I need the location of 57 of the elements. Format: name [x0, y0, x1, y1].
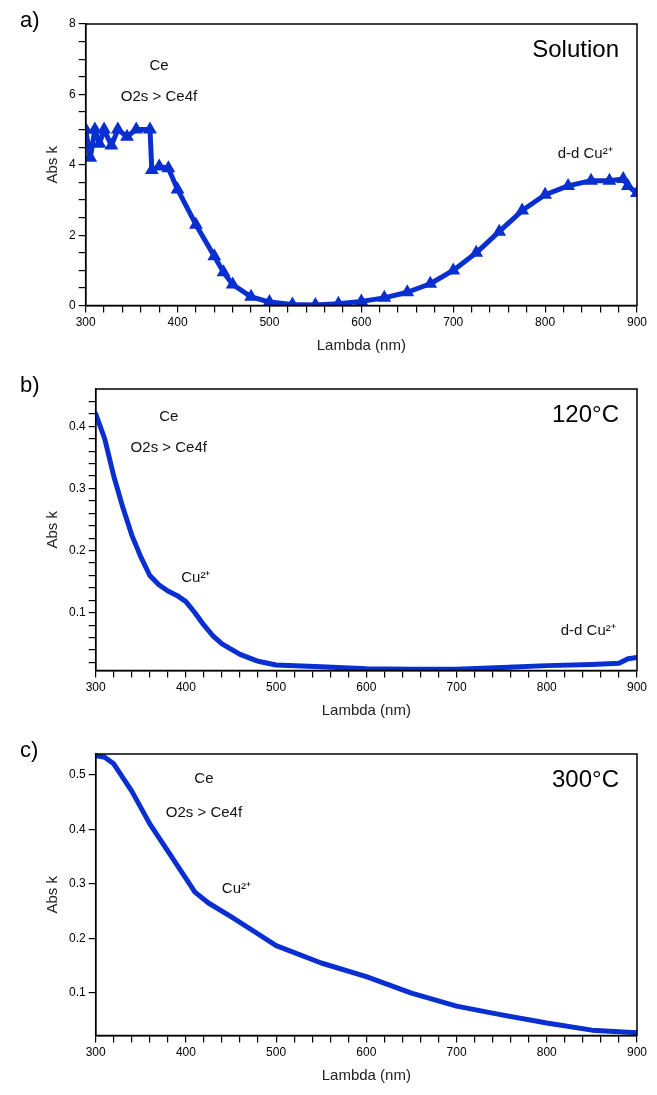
annotation: Ce [194, 769, 214, 787]
annotation: O2s > Ce4f [130, 438, 208, 456]
text: Solution [532, 34, 619, 62]
x-axis-title: Lambda (nm) [321, 1066, 411, 1084]
x-tick-label: 500 [266, 1045, 287, 1060]
x-tick-label: 400 [175, 680, 197, 695]
x-tick-label: 300 [75, 315, 97, 330]
annotation: O2s > Ce4f [120, 87, 198, 105]
y-tick-label: 0.4 [68, 821, 86, 836]
chart-subtitle: 120°C [552, 399, 619, 427]
x-axis-title: Lambda (nm) [321, 701, 411, 719]
chart-title: b) [20, 372, 40, 398]
x-axis-title: Lambda (nm) [316, 336, 406, 354]
y-tick-label: 4 [68, 157, 76, 172]
y-tick-label: 0.3 [68, 480, 86, 495]
text: 300°C [552, 764, 619, 792]
x-tick-label: 700 [443, 315, 464, 330]
annotation: d-d Cu²⁺ [560, 621, 616, 639]
chart-title: c) [20, 737, 39, 763]
x-tick-label: 800 [535, 315, 556, 330]
y-tick-label: 0.2 [68, 930, 86, 945]
annotation: Ce [159, 407, 179, 425]
y-tick-label: 8 [68, 16, 76, 31]
annotation: O2s > Ce4f [165, 803, 243, 821]
x-tick-label: 600 [351, 315, 372, 330]
x-tick-label: 900 [626, 1045, 648, 1060]
x-tick-label: 800 [536, 680, 558, 695]
chart-title: a) [20, 7, 40, 33]
y-tick-label: 6 [68, 86, 76, 101]
annotation: Cu²⁺ [221, 879, 252, 897]
y-tick-label: 0.3 [68, 876, 86, 891]
x-tick-label: 400 [167, 315, 188, 330]
x-tick-label: 700 [446, 1045, 467, 1060]
x-tick-label: 700 [446, 680, 467, 695]
annotation: d-d Cu²⁺ [557, 143, 613, 161]
y-tick-label: 0 [68, 297, 76, 312]
x-tick-label: 300 [85, 680, 107, 695]
y-axis-title: Abs k [43, 875, 61, 914]
y-tick-label: 0.4 [68, 418, 86, 433]
x-tick-label: 300 [85, 1045, 107, 1060]
y-tick-label: 0.1 [68, 985, 86, 1000]
y-axis-title: Abs k [43, 145, 61, 184]
y-tick-label: 0.1 [68, 605, 86, 620]
y-tick-label: 2 [68, 227, 76, 242]
y-axis-title: Abs k [43, 510, 61, 549]
x-tick-label: 500 [259, 315, 280, 330]
x-tick-label: 500 [266, 680, 287, 695]
x-tick-label: 600 [356, 1045, 377, 1060]
annotation: Ce [149, 56, 169, 74]
y-tick-label: 0.2 [68, 542, 86, 557]
annotation: Cu²⁺ [181, 567, 211, 585]
y-tick-label: 0.5 [68, 767, 86, 782]
x-tick-label: 600 [356, 680, 377, 695]
x-tick-label: 400 [175, 1045, 197, 1060]
x-tick-label: 900 [626, 680, 648, 695]
x-tick-label: 800 [536, 1045, 558, 1060]
x-tick-label: 900 [626, 315, 648, 330]
